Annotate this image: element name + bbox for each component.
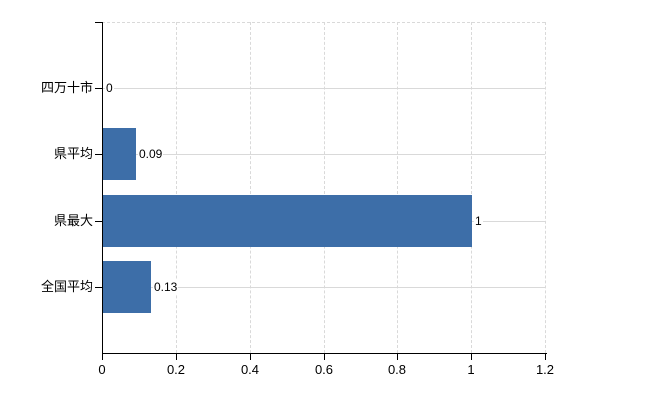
y-axis-line: [102, 22, 103, 354]
vertical-gridline: [324, 22, 325, 353]
x-axis-tick-label-3: 0.6: [314, 362, 334, 377]
x-axis-tick-label-2: 0.4: [240, 362, 260, 377]
category-label-0: 四万十市: [40, 80, 93, 95]
x-axis-tick: [250, 353, 251, 360]
vertical-gridline: [471, 22, 472, 353]
y-axis-tick: [95, 88, 102, 89]
x-axis-tick-label-1: 0.2: [166, 362, 186, 377]
horizontal-gridline: [102, 88, 545, 89]
data-label-0: 0: [105, 80, 114, 96]
x-axis-tick-label-6: 1.2: [535, 362, 555, 377]
bar-3: [103, 261, 151, 313]
plot-area-top-border: [102, 22, 545, 23]
vertical-gridline: [545, 22, 546, 353]
x-axis-tick-label-5: 1: [467, 362, 475, 377]
x-axis-tick: [102, 353, 103, 360]
y-axis-tick: [95, 287, 102, 288]
data-label-2: 1: [474, 213, 483, 229]
data-label-1: 0.09: [138, 146, 164, 162]
x-axis-tick: [324, 353, 325, 360]
data-label-3: 0.13: [153, 279, 179, 295]
category-label-2: 県最大: [53, 213, 93, 228]
vertical-gridline: [176, 22, 177, 353]
y-axis-tick: [95, 221, 102, 222]
y-axis-tick: [95, 154, 102, 155]
x-axis-tick: [471, 353, 472, 360]
category-label-1: 県平均: [53, 146, 93, 161]
category-label-3: 全国平均: [40, 279, 93, 294]
x-axis-tick: [397, 353, 398, 360]
horizontal-gridline: [102, 287, 545, 288]
bar-2: [103, 195, 472, 247]
vertical-gridline: [250, 22, 251, 353]
x-axis-tick: [176, 353, 177, 360]
vertical-gridline: [397, 22, 398, 353]
x-axis-tick-label-4: 0.8: [387, 362, 407, 377]
horizontal-gridline: [102, 154, 545, 155]
x-axis-tick: [545, 353, 546, 360]
y-axis-end-tick: [95, 22, 102, 23]
bar-1: [103, 128, 136, 180]
x-axis-tick-label-0: 0: [98, 362, 106, 377]
